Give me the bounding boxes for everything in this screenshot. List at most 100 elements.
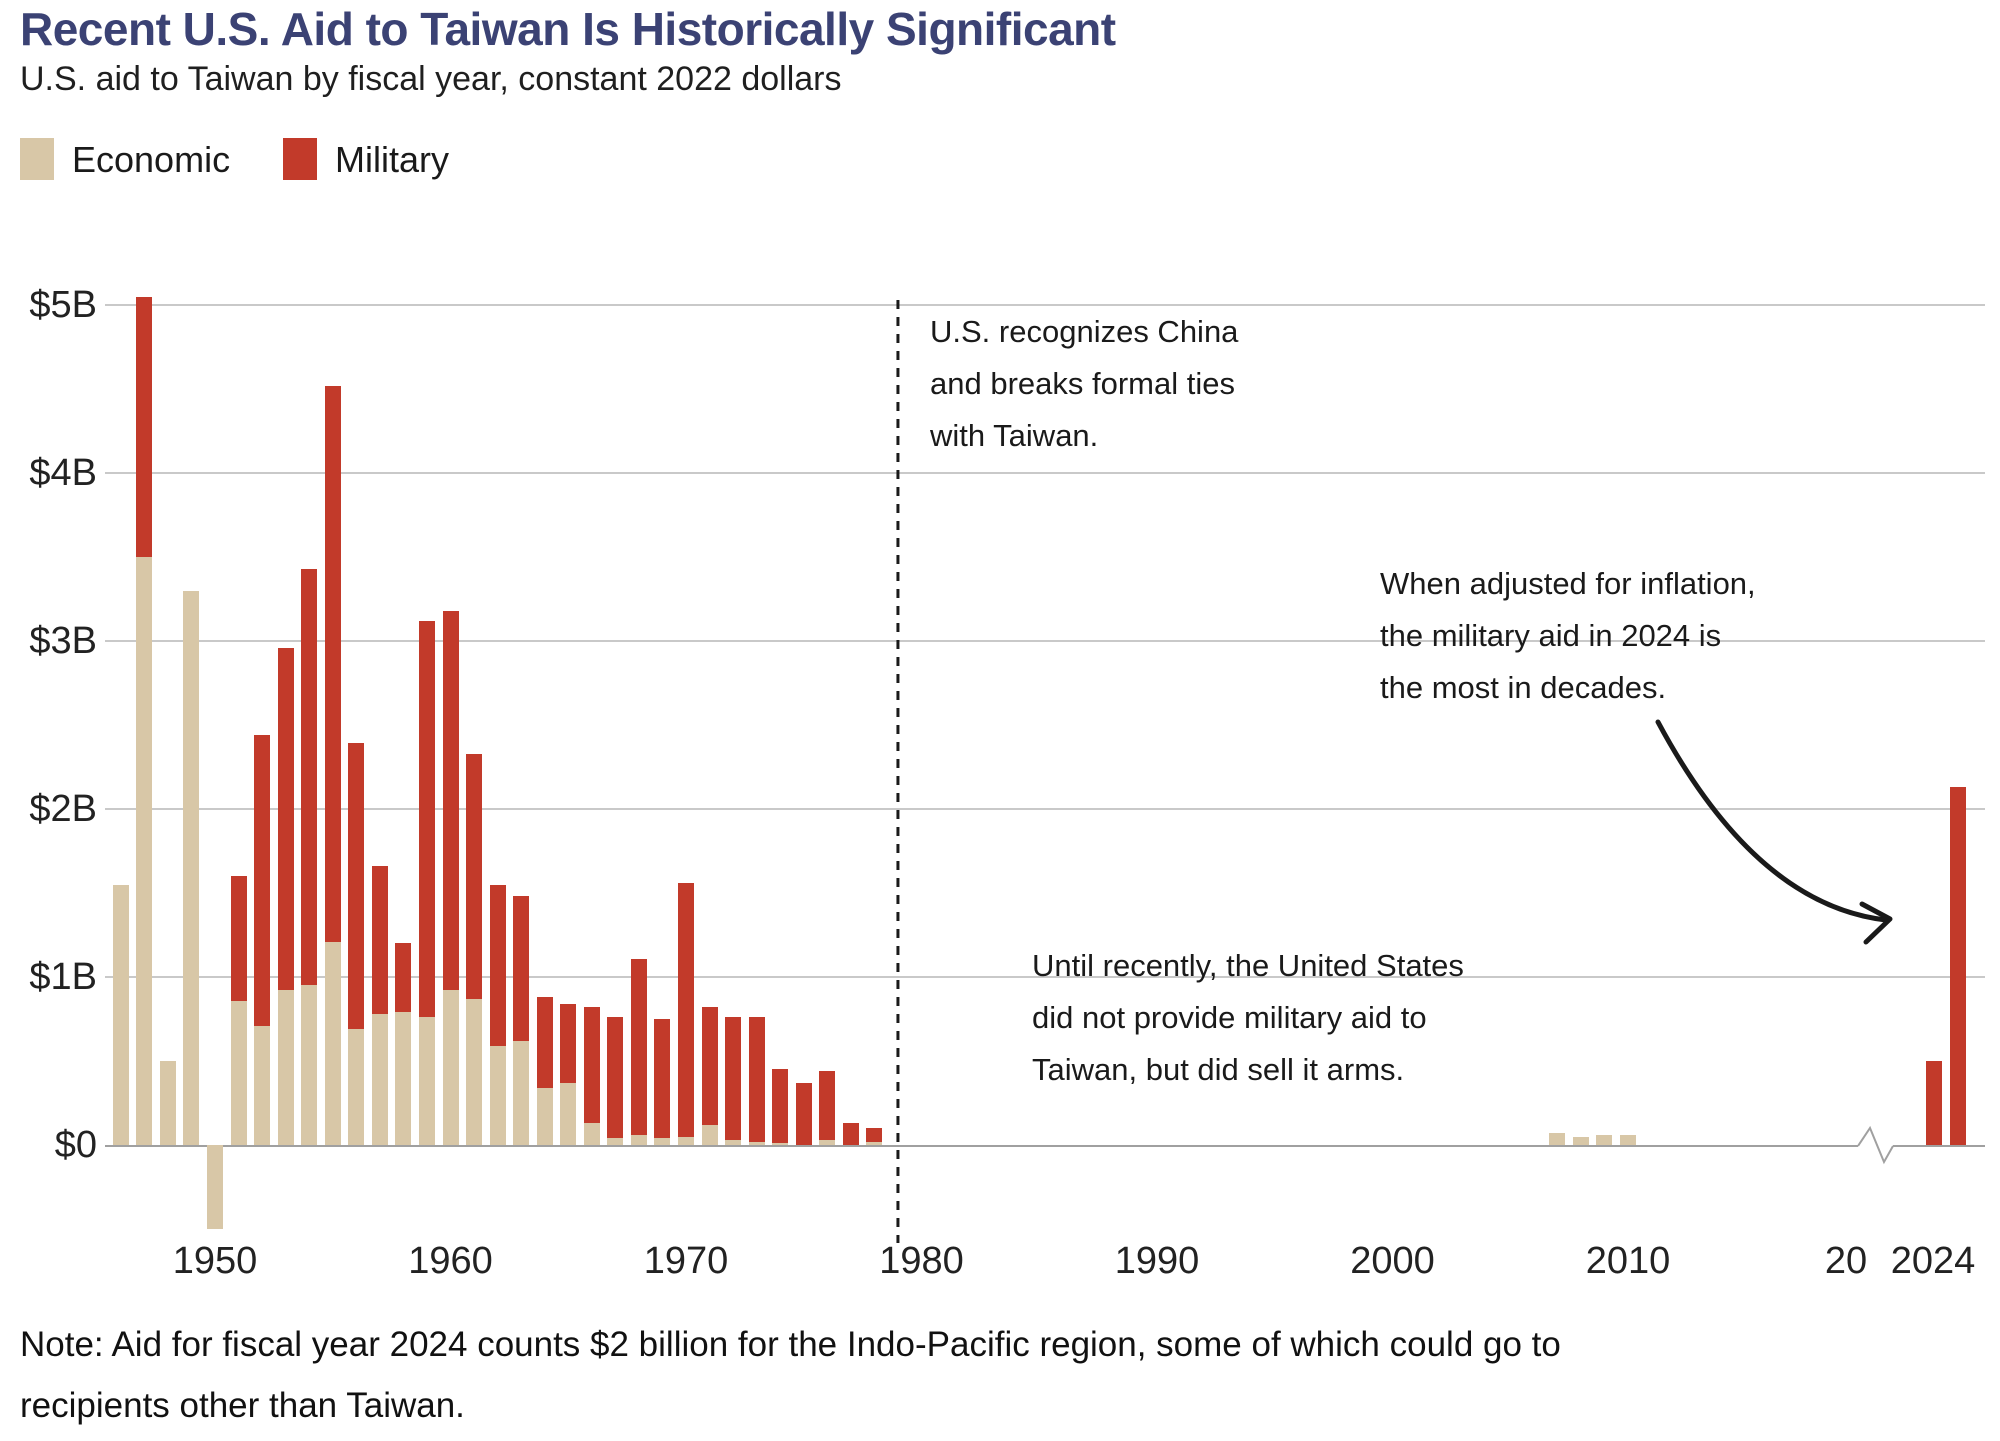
- x-axis-label-2024: 2024: [1890, 1240, 1976, 1282]
- bar-military-1959: [419, 620, 435, 1018]
- bar-economic-2008: [1573, 1136, 1589, 1145]
- bar-military-1974: [772, 1069, 788, 1144]
- bar-economic-2009: [1596, 1134, 1612, 1145]
- bar-military-1970: [678, 882, 694, 1137]
- annotation-inflation: When adjusted for inflation, the militar…: [1380, 558, 1756, 714]
- footnote: Note: Aid for fiscal year 2024 counts $2…: [20, 1314, 1561, 1436]
- bar-economic-1956: [348, 1029, 364, 1145]
- bar-economic-1952: [254, 1025, 270, 1145]
- annotation-line: the most in decades.: [1380, 670, 1667, 705]
- bar-economic-2007: [1549, 1133, 1565, 1145]
- bar-economic-1946: [113, 884, 129, 1145]
- x-axis-label-20: 20: [1824, 1240, 1868, 1282]
- bar-economic-1973: [749, 1141, 765, 1145]
- bar-economic-1966: [584, 1123, 600, 1145]
- bar-military-1954: [301, 568, 317, 986]
- bar-military-1977: [843, 1123, 859, 1145]
- bar-military-1978: [866, 1128, 882, 1142]
- bar-military-1947: [136, 296, 152, 557]
- y-axis-label-2b: $2B: [29, 788, 97, 830]
- annotation-line: did not provide military aid to: [1032, 1000, 1427, 1035]
- bar-military-2024: [1950, 787, 1966, 1145]
- bar-economic-1965: [560, 1082, 576, 1145]
- bar-economic-1970: [678, 1136, 694, 1145]
- bar-economic-1947: [136, 557, 152, 1145]
- footnote-line: Note: Aid for fiscal year 2024 counts $2…: [20, 1325, 1561, 1364]
- bar-military-1952: [254, 735, 270, 1026]
- bar-military-1961: [466, 753, 482, 999]
- bar-military-1958: [395, 943, 411, 1013]
- bar-military-1955: [325, 385, 341, 942]
- axis-break-icon: [1857, 1125, 1894, 1165]
- bar-economic-1960: [443, 990, 459, 1145]
- bar-military-1963: [513, 896, 529, 1041]
- bar-economic-1963: [513, 1040, 529, 1145]
- bar-military-1960: [443, 610, 459, 991]
- y-axis-label-3b: $3B: [29, 620, 97, 662]
- y-axis-label-1b: $1B: [29, 956, 97, 998]
- annotation-line: Taiwan, but did sell it arms.: [1032, 1052, 1405, 1087]
- bar-military-1962: [490, 884, 506, 1046]
- x-axis-label-1950: 1950: [172, 1240, 258, 1282]
- legend-swatch-economic: [20, 138, 54, 180]
- legend-label-economic: Economic: [72, 139, 231, 180]
- gridline-2b: [105, 808, 1985, 810]
- y-axis-label-0: $0: [54, 1124, 97, 1166]
- bar-economic-1955: [325, 941, 341, 1145]
- annotation-arrow: [1655, 719, 1889, 923]
- bar-economic-1950: [207, 1145, 223, 1229]
- bar-economic-1976: [819, 1139, 835, 1145]
- annotation-line: When adjusted for inflation,: [1380, 566, 1756, 601]
- bar-economic-1969: [654, 1138, 670, 1145]
- bar-economic-1958: [395, 1012, 411, 1145]
- gridline-4b: [105, 472, 1985, 474]
- bar-economic-1971: [702, 1124, 718, 1145]
- chart-subtitle: U.S. aid to Taiwan by fiscal year, const…: [20, 60, 842, 98]
- y-axis-label-5b: $5B: [29, 284, 97, 326]
- annotation-line: with Taiwan.: [930, 418, 1099, 453]
- bar-military-1971: [702, 1007, 718, 1125]
- x-axis-label-1970: 1970: [643, 1240, 729, 1282]
- x-axis-label-1980: 1980: [879, 1240, 964, 1282]
- bar-economic-1968: [631, 1134, 647, 1145]
- bar-military-1966: [584, 1007, 600, 1124]
- page-title: Recent U.S. Aid to Taiwan Is Historicall…: [20, 3, 1116, 55]
- annotation-line: the military aid in 2024 is: [1380, 618, 1722, 653]
- annotation-line: and breaks formal ties: [930, 366, 1235, 401]
- bar-economic-1949: [183, 590, 199, 1145]
- bar-economic-1964: [537, 1087, 553, 1145]
- bar-military-1973: [749, 1017, 765, 1142]
- legend-label-military: Military: [335, 139, 449, 180]
- y-axis-label-4b: $4B: [29, 452, 97, 494]
- x-axis-label-2000: 2000: [1350, 1240, 1435, 1282]
- bar-economic-1957: [372, 1013, 388, 1145]
- bar-economic-1948: [160, 1061, 176, 1145]
- footnote-line: recipients other than Taiwan.: [20, 1386, 465, 1425]
- x-axis-label-1990: 1990: [1114, 1240, 1200, 1282]
- bar-military-1956: [348, 743, 364, 1030]
- bar-military-1968: [631, 958, 647, 1135]
- x-axis-label-2010: 2010: [1585, 1240, 1671, 1282]
- bar-military-1965: [560, 1003, 576, 1083]
- x-axis-label-1960: 1960: [408, 1240, 493, 1282]
- bar-military-1969: [654, 1019, 670, 1139]
- bar-economic-1967: [607, 1138, 623, 1145]
- bar-military-1976: [819, 1071, 835, 1140]
- bar-economic-1951: [231, 1000, 247, 1145]
- bar-military-1964: [537, 997, 553, 1088]
- bar-military-1951: [231, 876, 247, 1001]
- bar-military-1957: [372, 866, 388, 1014]
- annotation-recognition: U.S. recognizes China and breaks formal …: [930, 306, 1238, 462]
- annotation-until-recently: Until recently, the United States did no…: [1032, 940, 1464, 1096]
- bar-economic-1974: [772, 1143, 788, 1145]
- annotation-arrowhead: [1859, 901, 1893, 945]
- bar-economic-1962: [490, 1045, 506, 1145]
- bar-economic-1954: [301, 985, 317, 1145]
- bar-military-1967: [607, 1017, 623, 1139]
- bar-economic-1953: [278, 990, 294, 1145]
